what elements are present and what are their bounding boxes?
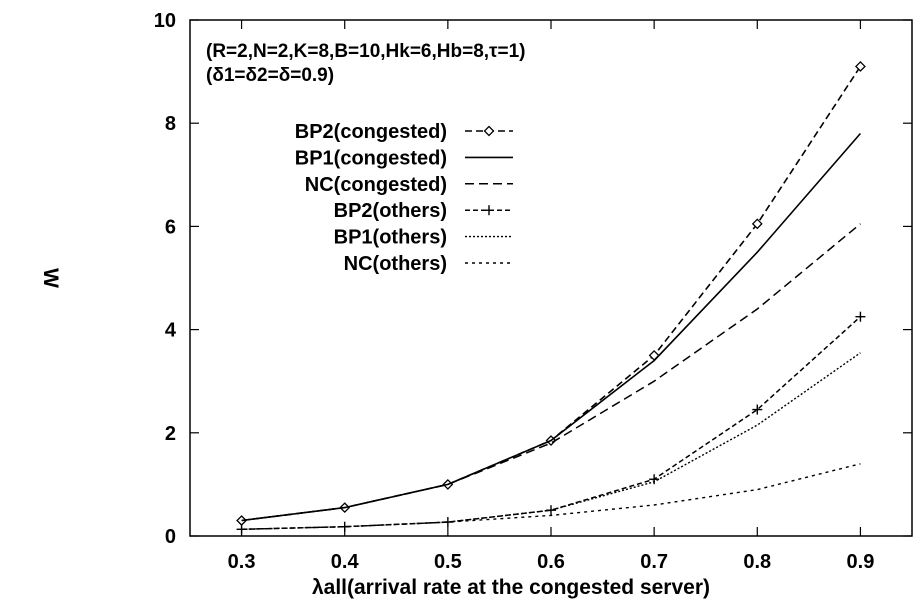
x-tick-label: 0.3 — [228, 551, 256, 573]
ticks-group: 0.3 0.4 0.5 0.6 0.7 0.8 0.9 0 2 4 6 8 10 — [154, 10, 912, 573]
x-tick-label: 0.6 — [537, 551, 565, 573]
legend-entry-0: BP2(congested) — [295, 121, 513, 143]
series-line-5 — [241, 463, 861, 530]
x-axis-title: λall(arrival rate at the congested serve… — [312, 576, 710, 599]
legend-entry-5: NC(others) — [344, 253, 513, 275]
plot-frame — [189, 19, 913, 537]
y-tick-label: 4 — [165, 320, 177, 342]
series-line-3 — [241, 316, 861, 531]
series-line-2 — [241, 223, 861, 522]
x-tick-label: 0.5 — [434, 551, 462, 573]
y-tick-label: 8 — [165, 113, 176, 135]
data-point-plus-legend — [484, 205, 494, 216]
x-tick-label: 0.8 — [743, 551, 771, 573]
y-tick-label: 2 — [165, 423, 176, 445]
legend-entry-1: BP1(congested) — [295, 147, 513, 169]
legend-entry-3: BP2(others) — [334, 200, 513, 222]
legend-label: NC(others) — [344, 253, 447, 275]
data-point-diamond-legend — [483, 125, 495, 137]
y-tick-label: 6 — [165, 216, 176, 238]
data-point-diamond-6 — [855, 61, 866, 72]
parameter-annotation-line-2: (δ1=δ2=δ=0.9) — [206, 65, 334, 86]
legend-label: NC(congested) — [305, 174, 447, 196]
data-point-plus-0 — [236, 524, 247, 535]
series-group — [236, 61, 866, 535]
y-tick-label: 10 — [154, 10, 176, 32]
x-tick-label: 0.9 — [847, 551, 875, 573]
legend: BP2(congested) BP1(congested) NC(congested… — [295, 121, 513, 275]
series-5 — [241, 463, 861, 530]
legend-entry-2: NC(congested) — [305, 174, 513, 196]
y-tick-label: 0 — [165, 526, 176, 548]
data-point-plus-6 — [855, 311, 866, 322]
legend-label: BP1(congested) — [295, 147, 447, 169]
parameter-annotation-line-1: (R=2,N=2,K=8,B=10,Hk=6,Hb=8,τ=1) — [206, 41, 526, 62]
x-tick-label: 0.4 — [331, 551, 360, 573]
legend-label: BP2(congested) — [295, 121, 447, 143]
legend-label: BP2(others) — [334, 200, 447, 222]
data-point-plus-5 — [752, 404, 763, 415]
legend-label: BP1(others) — [334, 227, 447, 249]
data-point-plus-3 — [546, 505, 556, 516]
series-2 — [241, 223, 861, 522]
y-axis-title: W — [39, 268, 62, 288]
legend-entry-4: BP1(others) — [334, 227, 513, 249]
series-3 — [236, 311, 866, 535]
data-point-diamond-5 — [751, 218, 763, 230]
plot-frame-group — [189, 19, 913, 537]
x-tick-label: 0.7 — [640, 551, 668, 573]
